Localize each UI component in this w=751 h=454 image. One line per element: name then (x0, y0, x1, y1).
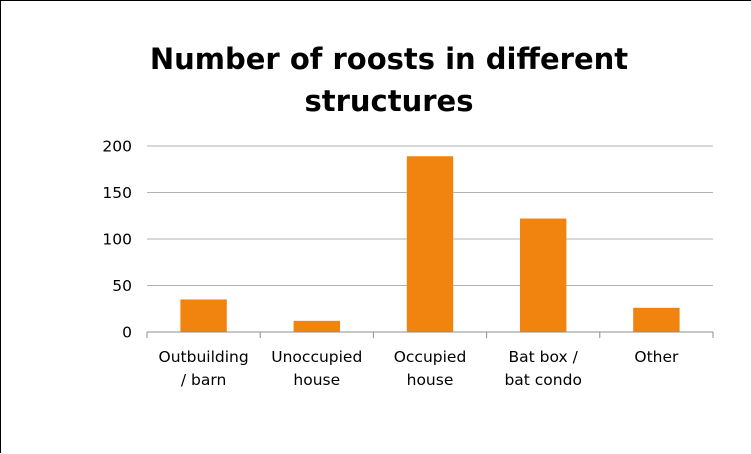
x-tick-label-0-1: / barn (181, 371, 226, 389)
bar-3 (519, 218, 567, 332)
x-tick-label-0-0: Outbuilding (159, 348, 249, 366)
axes (146, 331, 714, 338)
x-tick-label-2-1: house (407, 371, 454, 389)
y-tick-label-150: 150 (102, 184, 132, 202)
bars (180, 156, 680, 332)
bar-1 (293, 320, 341, 332)
chart-title-line-1: Number of roosts in different (150, 42, 628, 76)
x-tick-label-3-0: Bat box / (509, 348, 579, 366)
x-tick-label-1-0: Unoccupied (271, 348, 362, 366)
bar-2 (406, 156, 454, 332)
x-tick-label-3-1: bat condo (504, 371, 582, 389)
y-tick-label-0: 0 (122, 324, 132, 342)
bar-0 (180, 299, 227, 332)
x-tick-label-4-0: Other (634, 348, 679, 366)
y-tick-label-100: 100 (102, 231, 132, 249)
bar-4 (633, 307, 680, 332)
x-tick-label-1-1: house (293, 371, 340, 389)
x-tick-label-2-0: Occupied (394, 348, 467, 366)
chart-title-line-2: structures (304, 84, 473, 118)
y-tick-label-200: 200 (102, 138, 132, 156)
labels: 0 50 100 150 200 Outbuilding / barn Unoccupied h… (102, 138, 679, 390)
y-tick-label-50: 50 (112, 277, 132, 295)
